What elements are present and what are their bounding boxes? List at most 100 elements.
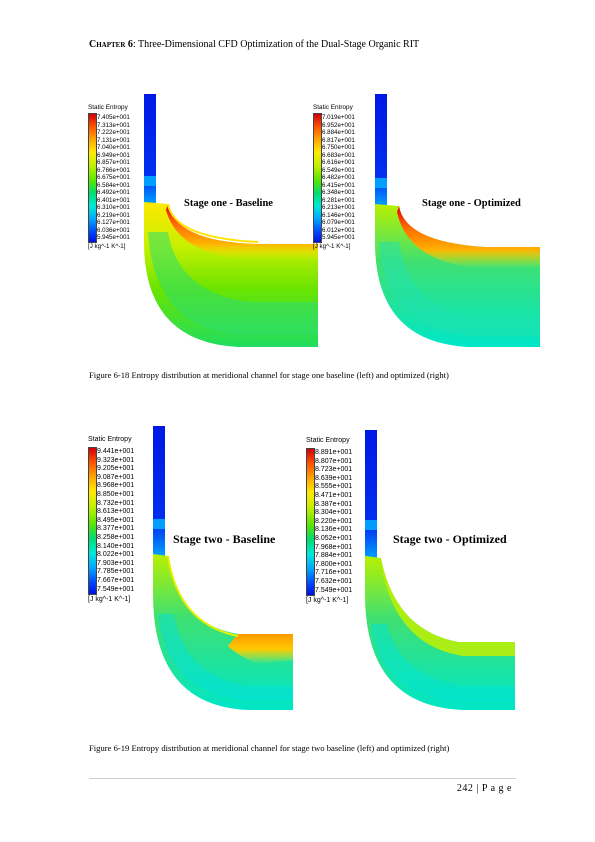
- tick: 6.213e+001: [322, 204, 355, 211]
- tick: 6.817e+001: [322, 136, 355, 144]
- entropy-contour-stage-one-baseline: [144, 94, 318, 347]
- running-header: Chapter 6: Three-Dimensional CFD Optimiz…: [89, 39, 419, 50]
- legend-ticks: 7.405e+001 7.313e+001 7.222e+001 7.131e+…: [97, 114, 130, 242]
- tick: 8.732e+001: [97, 499, 135, 507]
- tick: 6.675e+001: [97, 174, 130, 181]
- legend-stage-two-baseline: Static Entropy 9.441e+001 9.323e+001 9.2…: [88, 436, 178, 606]
- tick: 7.040e+001: [97, 144, 130, 151]
- tick: 6.750e+001: [322, 144, 355, 151]
- tick: 6.857e+001: [97, 159, 130, 166]
- tick: 9.323e+001: [97, 456, 135, 464]
- tick: 8.555e+001: [315, 483, 353, 491]
- stage-label: Stage two - Baseline: [173, 532, 276, 546]
- figure-6-18-baseline-panel: [88, 92, 318, 354]
- tick: 7.800e+001: [315, 560, 353, 568]
- legend-title: Static Entropy: [88, 436, 132, 443]
- figure-caption: Figure 6-19 Entropy distribution at meri…: [89, 743, 450, 753]
- tick: 6.127e+001: [97, 219, 130, 226]
- tick: 7.131e+001: [97, 136, 130, 144]
- footer-rule: [89, 778, 516, 779]
- tick: 6.482e+001: [322, 174, 355, 181]
- legend-title: Static Entropy: [306, 437, 350, 444]
- tick: 8.495e+001: [97, 516, 135, 524]
- tick: 6.766e+001: [97, 166, 130, 174]
- legend-ticks: 9.441e+001 9.323e+001 9.205e+001 9.087e+…: [97, 448, 134, 594]
- legend-ticks: 8.891e+001 8.807e+001 8.723e+001 8.639e+…: [315, 449, 352, 595]
- tick: 6.549e+001: [322, 166, 355, 174]
- tick: 6.884e+001: [322, 129, 355, 136]
- tick: 6.079e+001: [322, 219, 355, 226]
- entropy-contour-stage-two-optimized: [365, 430, 515, 710]
- chapter-label: Chapter 6: [89, 39, 133, 50]
- legend-title: Static Entropy: [313, 104, 353, 111]
- tick: 8.220e+001: [315, 517, 353, 525]
- tick: 6.584e+001: [97, 181, 130, 189]
- entropy-contour-stage-one-optimized: [375, 94, 540, 347]
- chapter-title: : Three-Dimensional CFD Optimization of …: [132, 39, 420, 50]
- tick: 6.949e+001: [97, 151, 130, 159]
- color-bar: [88, 447, 97, 595]
- tick: 8.891e+001: [315, 449, 353, 456]
- tick: 6.415e+001: [322, 181, 355, 189]
- tick: 7.903e+001: [97, 559, 135, 567]
- tick: 7.785e+001: [97, 568, 135, 576]
- legend-stage-two-optimized: Static Entropy 8.891e+001 8.807e+001 8.7…: [306, 437, 396, 607]
- tick: 7.549e+001: [97, 585, 135, 593]
- legend-ticks: 7.019e+001 6.952e+001 6.884e+001 6.817e+…: [322, 114, 355, 242]
- tick: 5.945e+001: [97, 234, 130, 241]
- tick: 8.052e+001: [315, 534, 353, 542]
- tick: 6.146e+001: [322, 211, 355, 219]
- figure-6-18-optimized-panel: [313, 92, 543, 354]
- legend-unit: [J kg^-1 K^-1]: [88, 596, 131, 603]
- tick: 7.549e+001: [315, 586, 353, 594]
- tick: 8.387e+001: [315, 500, 353, 508]
- tick: 6.683e+001: [322, 151, 355, 159]
- tick: 8.258e+001: [97, 533, 135, 541]
- tick: 7.716e+001: [315, 569, 353, 577]
- tick: 6.492e+001: [97, 189, 130, 196]
- tick: 8.022e+001: [97, 551, 135, 559]
- legend-unit: [J kg^-1 K^-1]: [88, 243, 126, 250]
- figure-caption: Figure 6-18 Entropy distribution at meri…: [89, 370, 449, 380]
- tick: 6.281e+001: [322, 196, 355, 204]
- tick: 9.441e+001: [97, 448, 135, 455]
- tick: 6.219e+001: [97, 211, 130, 219]
- tick: 7.019e+001: [322, 114, 355, 121]
- tick: 8.377e+001: [97, 525, 135, 533]
- tick: 6.012e+001: [322, 226, 355, 234]
- tick: 8.304e+001: [315, 509, 353, 517]
- tick: 7.884e+001: [315, 552, 353, 560]
- entropy-contour-stage-two-baseline: [153, 426, 293, 710]
- tick: 5.945e+001: [322, 234, 355, 241]
- tick: 8.723e+001: [315, 466, 353, 474]
- tick: 8.639e+001: [315, 474, 353, 482]
- legend-title: Static Entropy: [88, 104, 128, 111]
- tick: 8.136e+001: [315, 526, 353, 534]
- tick: 7.222e+001: [97, 129, 130, 136]
- stage-label: Stage two - Optimized: [393, 532, 507, 546]
- legend-stage-one-baseline: Static Entropy 7.405e+001 7.313e+001 7.2…: [88, 104, 178, 250]
- color-bar: [306, 448, 315, 596]
- tick: 6.616e+001: [322, 159, 355, 166]
- legend-stage-one-optimized: Static Entropy 7.019e+001 6.952e+001 6.8…: [313, 104, 403, 250]
- tick: 8.140e+001: [97, 542, 135, 550]
- page-number: 242 | P a g e: [456, 783, 512, 794]
- figure-6-19-optimized-panel: [303, 424, 523, 714]
- legend-unit: [J kg^-1 K^-1]: [313, 243, 351, 250]
- tick: 6.310e+001: [97, 204, 130, 211]
- tick: 9.205e+001: [97, 465, 135, 473]
- tick: 6.036e+001: [97, 226, 130, 234]
- tick: 6.952e+001: [322, 121, 355, 129]
- tick: 8.968e+001: [97, 482, 135, 490]
- tick: 7.968e+001: [315, 543, 353, 551]
- tick: 7.667e+001: [97, 576, 135, 584]
- tick: 8.471e+001: [315, 491, 353, 499]
- tick: 8.807e+001: [315, 457, 353, 465]
- color-bar: [313, 113, 322, 243]
- tick: 6.348e+001: [322, 189, 355, 196]
- tick: 6.401e+001: [97, 196, 130, 204]
- tick: 7.405e+001: [97, 114, 130, 121]
- stage-label: Stage one - Baseline: [184, 198, 273, 209]
- tick: 8.613e+001: [97, 508, 135, 516]
- stage-label: Stage one - Optimized: [422, 198, 521, 209]
